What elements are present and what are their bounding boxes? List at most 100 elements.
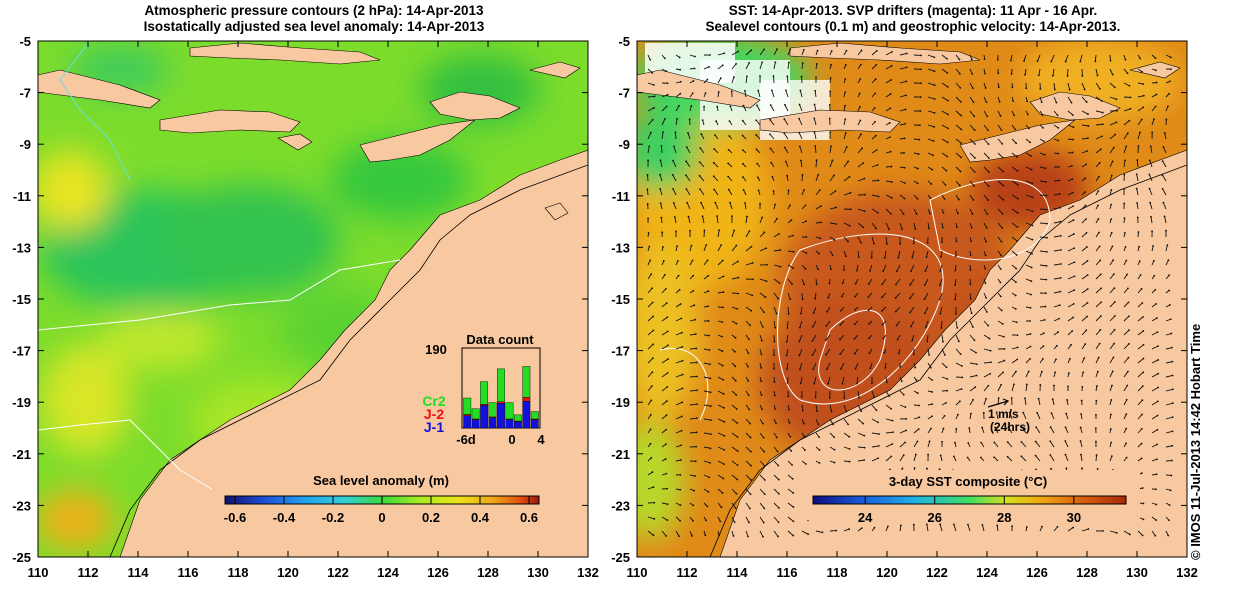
velocity-arrow bbox=[969, 399, 974, 406]
right-map: 1 m/s (24hrs) 3-day SST composite (°C) 2… bbox=[637, 41, 1187, 557]
lat-tick-label: -5 bbox=[19, 34, 31, 49]
velocity-arrow bbox=[1109, 96, 1117, 100]
velocity-arrow-head bbox=[1136, 216, 1139, 219]
velocity-arrow-head bbox=[942, 211, 945, 214]
velocity-arrow bbox=[689, 347, 697, 350]
velocity-arrow bbox=[1081, 302, 1088, 308]
velocity-arrow-head bbox=[735, 492, 738, 495]
velocity-arrow-head bbox=[828, 117, 831, 120]
colorbar-tick-label: 30 bbox=[1067, 510, 1081, 525]
velocity-arrow-head bbox=[722, 275, 725, 278]
velocity-arrow-head bbox=[1140, 288, 1143, 290]
velocity-arrow bbox=[1011, 208, 1019, 214]
velocity-arrow bbox=[745, 62, 750, 70]
colorbar-tick-label: 26 bbox=[927, 510, 941, 525]
velocity-arrow bbox=[857, 390, 860, 398]
velocity-arrow bbox=[1021, 427, 1027, 434]
velocity-arrow-head bbox=[1002, 371, 1005, 374]
velocity-arrow-head bbox=[1064, 60, 1067, 63]
velocity-arrow-head bbox=[873, 242, 875, 245]
velocity-arrow-head bbox=[659, 188, 662, 190]
velocity-arrow-head bbox=[899, 366, 902, 368]
velocity-arrow-head bbox=[1020, 455, 1023, 458]
velocity-arrow-head bbox=[1023, 60, 1025, 62]
velocity-arrow-head bbox=[1171, 360, 1174, 363]
velocity-arrow bbox=[787, 530, 794, 536]
velocity-arrow bbox=[1151, 387, 1159, 392]
velocity-arrow bbox=[646, 189, 649, 196]
velocity-arrow bbox=[647, 132, 652, 140]
velocity-arrow-head bbox=[695, 375, 698, 378]
velocity-arrow bbox=[1094, 54, 1097, 62]
velocity-arrow-head bbox=[1123, 188, 1125, 190]
velocity-arrow-head bbox=[691, 92, 694, 95]
velocity-arrow bbox=[857, 208, 865, 212]
velocity-arrow bbox=[969, 334, 975, 341]
velocity-arrow bbox=[1010, 54, 1013, 61]
velocity-arrow-head bbox=[1110, 413, 1112, 416]
velocity-arrow-head bbox=[1042, 140, 1045, 143]
velocity-arrow bbox=[899, 66, 907, 70]
velocity-arrow bbox=[647, 302, 654, 308]
velocity-arrow bbox=[661, 530, 667, 537]
velocity-arrow-head bbox=[706, 259, 709, 262]
velocity-arrow-head bbox=[830, 145, 832, 148]
velocity-arrow bbox=[661, 516, 668, 521]
velocity-arrow-head bbox=[943, 414, 946, 417]
velocity-arrow-head bbox=[958, 400, 961, 403]
velocity-arrow-head bbox=[973, 171, 976, 173]
velocity-arrow-head bbox=[1011, 525, 1013, 528]
velocity-arrow bbox=[675, 387, 683, 392]
velocity-arrow-head bbox=[774, 61, 777, 64]
velocity-arrow-head bbox=[736, 450, 739, 452]
velocity-arrow bbox=[769, 119, 775, 126]
velocity-arrow-head bbox=[905, 94, 907, 97]
velocity-arrow-head bbox=[1049, 426, 1052, 429]
velocity-arrow bbox=[1025, 278, 1032, 282]
velocity-arrow-head bbox=[905, 417, 908, 420]
velocity-arrow-head bbox=[760, 394, 763, 396]
velocity-arrow-head bbox=[1170, 474, 1173, 477]
left-map-axes: 110 112 114 116 118 120 122 124 126 128 130 132-5-7… bbox=[12, 34, 599, 580]
velocity-arrow-head bbox=[798, 368, 801, 371]
velocity-arrow bbox=[1011, 384, 1015, 392]
velocity-arrow-head bbox=[712, 161, 715, 164]
velocity-arrow bbox=[939, 306, 943, 314]
velocity-arrow-head bbox=[735, 408, 738, 410]
velocity-arrow bbox=[1165, 416, 1173, 420]
velocity-arrow-head bbox=[714, 201, 717, 204]
land-right bbox=[637, 42, 1187, 557]
velocity-arrow-head bbox=[691, 535, 693, 537]
velocity-arrow bbox=[1053, 207, 1061, 210]
velocity-arrow-head bbox=[1015, 281, 1017, 284]
velocity-arrow bbox=[913, 416, 920, 420]
velocity-arrow-head bbox=[723, 463, 725, 466]
velocity-arrow-head bbox=[1014, 294, 1017, 297]
velocity-arrow-head bbox=[707, 274, 710, 277]
velocity-arrow-head bbox=[830, 50, 833, 53]
velocity-arrow bbox=[1025, 371, 1030, 378]
velocity-arrow-head bbox=[920, 68, 922, 71]
velocity-arrow bbox=[745, 216, 748, 224]
velocity-arrow-head bbox=[917, 153, 920, 155]
velocity-arrow-head bbox=[924, 312, 926, 315]
velocity-arrow bbox=[910, 320, 915, 327]
velocity-arrow-head bbox=[1129, 107, 1132, 110]
velocity-arrow-head bbox=[1070, 101, 1073, 104]
velocity-arrow-head bbox=[672, 188, 674, 190]
velocity-arrow-head bbox=[973, 185, 976, 187]
velocity-arrow bbox=[885, 194, 892, 199]
velocity-arrow-head bbox=[1169, 68, 1172, 71]
velocity-arrow-head bbox=[1123, 217, 1126, 220]
velocity-arrow-head bbox=[666, 316, 669, 319]
velocity-arrow-head bbox=[681, 345, 684, 348]
velocity-arrow bbox=[759, 62, 763, 70]
velocity-arrow-head bbox=[1125, 145, 1128, 148]
velocity-arrow bbox=[1007, 427, 1013, 434]
velocity-arrow-head bbox=[1035, 426, 1038, 429]
velocity-arrow-head bbox=[987, 171, 990, 173]
velocity-arrow-head bbox=[1049, 440, 1052, 443]
velocity-arrow-head bbox=[1156, 400, 1159, 403]
velocity-arrow-head bbox=[679, 488, 682, 491]
